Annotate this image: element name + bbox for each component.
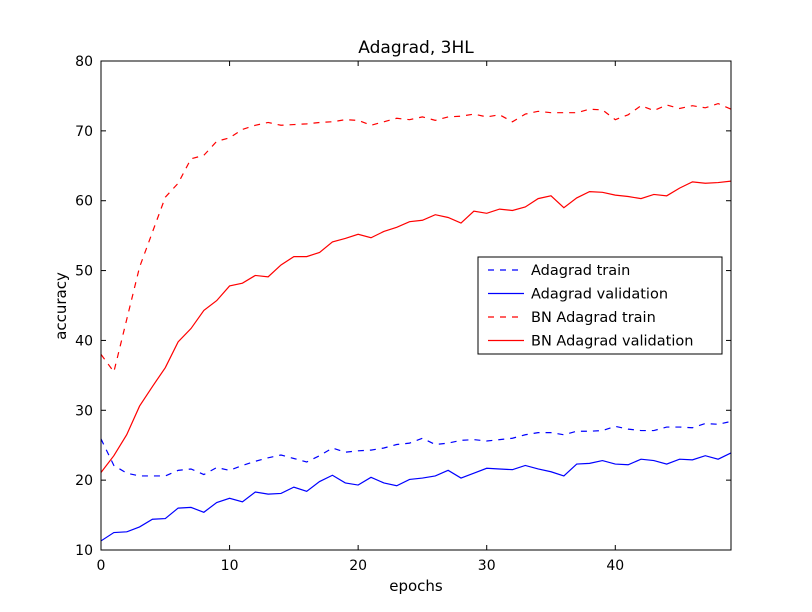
y-tick-label: 50: [75, 264, 93, 280]
y-tick-label: 80: [75, 54, 93, 70]
legend-label-0: Adagrad train: [531, 263, 630, 279]
x-tick-label: 30: [478, 558, 496, 574]
y-tick-label: 40: [75, 333, 93, 349]
y-tick-label: 30: [75, 403, 93, 419]
chart-title: Adagrad, 3HL: [358, 38, 474, 58]
x-tick-label: 10: [221, 558, 239, 574]
legend-box: [477, 256, 723, 355]
x-tick-label: 40: [606, 558, 624, 574]
legend: Adagrad train Adagrad validation BN Adagra…: [477, 256, 723, 355]
x-tick-label: 0: [97, 558, 106, 574]
y-tick-label: 70: [75, 124, 93, 140]
x-tick-label: 20: [349, 558, 367, 574]
legend-label-1: Adagrad validation: [531, 287, 668, 303]
y-tick-label: 20: [75, 473, 93, 489]
plot-frame: [100, 60, 732, 551]
series-line-3: [101, 180, 731, 473]
series-line-1: [101, 452, 731, 542]
legend-label-2: BN Adagrad train: [531, 310, 656, 326]
y-tick-label: 10: [75, 543, 93, 559]
y-axis-label: accuracy: [52, 272, 70, 340]
x-axis-label: epochs: [389, 577, 443, 595]
legend-label-3: BN Adagrad validation: [531, 334, 693, 350]
series-line-2: [101, 102, 731, 374]
y-tick-label: 60: [75, 194, 93, 210]
